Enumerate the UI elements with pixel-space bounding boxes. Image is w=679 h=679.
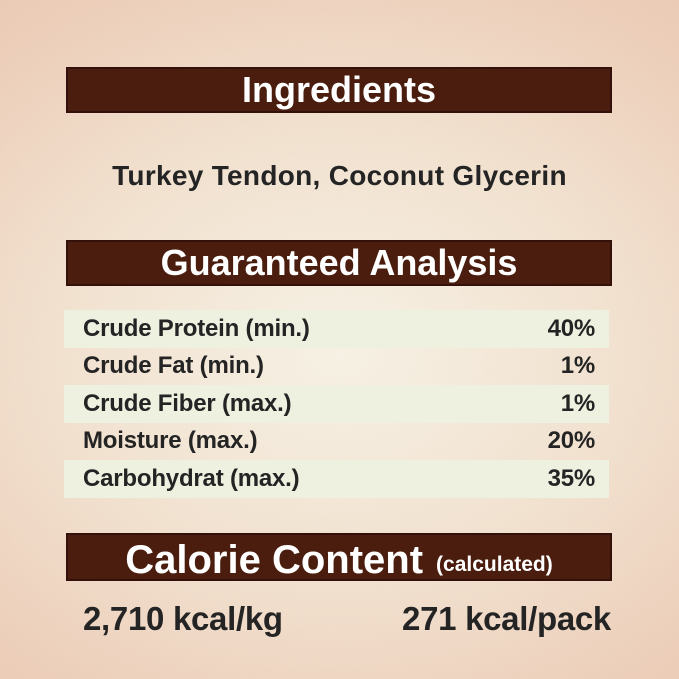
row-label: Crude Fat (min.) bbox=[83, 352, 264, 380]
table-row: Moisture (max.) 20% bbox=[64, 423, 609, 461]
calorie-content-header-bar: Calorie Content (calculated) bbox=[66, 533, 612, 582]
table-row: Crude Protein (min.) 40% bbox=[64, 310, 609, 348]
row-value: 1% bbox=[560, 352, 595, 380]
row-label: Crude Fiber (max.) bbox=[83, 389, 292, 417]
calorie-values-row: 2,710 kcal/kg 271 kcal/pack bbox=[66, 600, 612, 638]
row-value: 35% bbox=[547, 464, 596, 492]
row-label: Crude Protein (min.) bbox=[83, 314, 310, 342]
table-row: Carbohydrat (max.) 35% bbox=[64, 460, 609, 498]
row-label: Moisture (max.) bbox=[83, 427, 258, 455]
table-row: Crude Fat (min.) 1% bbox=[64, 348, 609, 386]
guaranteed-analysis-header-label: Guaranteed Analysis bbox=[160, 242, 518, 283]
table-row: Crude Fiber (max.) 1% bbox=[64, 385, 609, 423]
row-value: 20% bbox=[547, 427, 596, 455]
ingredients-header-bar: Ingredients bbox=[66, 67, 612, 113]
row-value: 1% bbox=[560, 389, 595, 417]
guaranteed-analysis-header-bar: Guaranteed Analysis bbox=[66, 240, 612, 286]
calorie-content-header-note: (calculated) bbox=[436, 553, 553, 576]
calories-per-kg: 2,710 kcal/kg bbox=[83, 600, 283, 637]
ingredients-header-label: Ingredients bbox=[241, 69, 437, 110]
ingredients-list: Turkey Tendon, Coconut Glycerin bbox=[112, 160, 567, 191]
row-value: 40% bbox=[547, 314, 596, 342]
calorie-content-header-label: Calorie Content bbox=[125, 538, 424, 582]
guaranteed-analysis-table: Crude Protein (min.) 40% Crude Fat (min.… bbox=[64, 310, 609, 498]
row-label: Carbohydrat (max.) bbox=[83, 464, 300, 492]
calories-per-pack: 271 kcal/pack bbox=[402, 600, 611, 637]
